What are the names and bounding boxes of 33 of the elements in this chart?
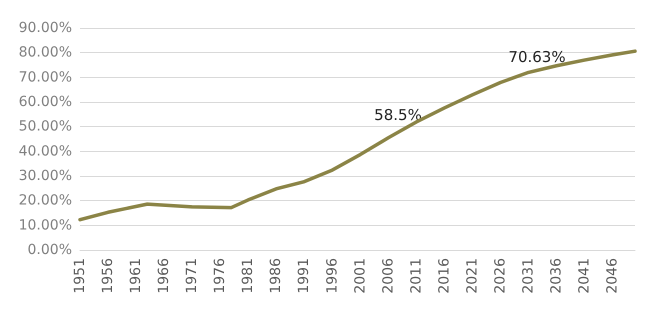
x-tick-label: 1991 bbox=[296, 258, 312, 294]
x-tick-label: 2021 bbox=[464, 258, 480, 294]
x-tick-label: 1961 bbox=[128, 258, 144, 294]
y-tick-label: 10.00% bbox=[18, 217, 72, 234]
x-tick-label: 2001 bbox=[352, 258, 368, 294]
y-tick-label: 50.00% bbox=[18, 118, 72, 135]
x-tick-label: 1996 bbox=[324, 258, 340, 294]
x-tick-label: 1956 bbox=[100, 258, 116, 294]
x-tick-label: 2011 bbox=[408, 258, 424, 294]
x-tick-label: 1986 bbox=[268, 258, 284, 294]
y-tick-label: 40.00% bbox=[18, 143, 72, 160]
y-tick-label: 0.00% bbox=[28, 242, 72, 258]
x-tick-label: 1976 bbox=[212, 258, 228, 294]
x-tick-label: 2031 bbox=[520, 258, 536, 294]
y-tick-label: 90.00% bbox=[18, 20, 72, 36]
x-tick-label: 2016 bbox=[436, 258, 452, 294]
x-tick-label: 1951 bbox=[72, 258, 88, 294]
x-tick-label: 2046 bbox=[604, 258, 621, 294]
x-tick-label: 1971 bbox=[184, 258, 200, 294]
x-tick-label: 2006 bbox=[380, 258, 396, 294]
y-tick-label: 60.00% bbox=[18, 94, 72, 110]
annotation: 58.5% bbox=[374, 106, 422, 124]
x-tick-label: 2036 bbox=[548, 258, 565, 294]
y-tick-label: 70.00% bbox=[18, 69, 72, 86]
line-series bbox=[78, 49, 637, 222]
y-tick-label: 80.00% bbox=[18, 44, 72, 61]
x-tick-label: 2041 bbox=[576, 258, 593, 294]
y-tick-label: 20.00% bbox=[18, 192, 72, 209]
x-tick-label: 1966 bbox=[156, 258, 172, 294]
annotation: 70.63% bbox=[508, 48, 566, 66]
x-tick-label: 1981 bbox=[240, 258, 256, 294]
x-tick-label: 2026 bbox=[492, 258, 508, 294]
y-tick-label: 30.00% bbox=[18, 168, 72, 184]
